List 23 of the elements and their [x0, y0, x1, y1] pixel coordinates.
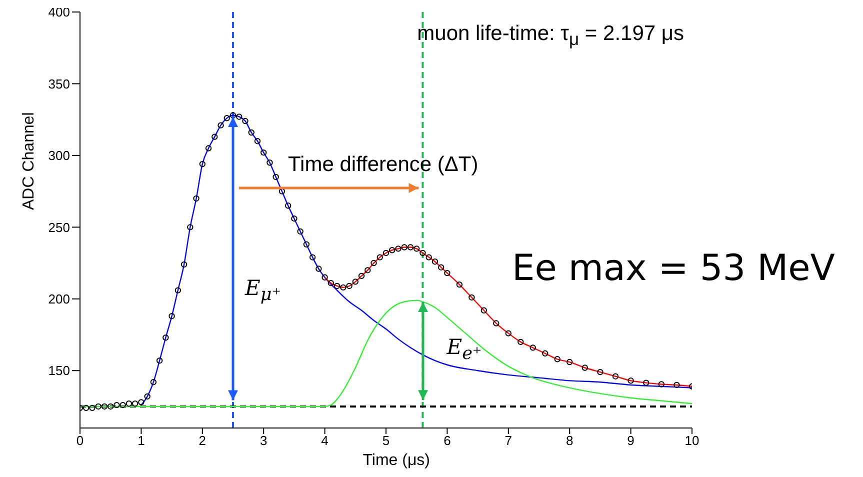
- x-tick-label: 4: [321, 433, 328, 448]
- y-tick-label: 150: [48, 363, 70, 378]
- y-tick-label: 300: [48, 148, 70, 164]
- annotation: Ee max = 53 MeV: [512, 248, 835, 289]
- x-tick-label: 6: [444, 433, 451, 448]
- x-tick-label: 5: [382, 433, 390, 448]
- x-tick-label: 2: [198, 433, 206, 448]
- y-tick-label: 200: [48, 292, 70, 307]
- x-tick-label: 7: [504, 433, 512, 448]
- y-axis-title: ADC Channel: [20, 112, 38, 210]
- x-axis-title: Time (μs): [362, 452, 430, 469]
- annotation: E$_{μ⁺}$: [245, 276, 281, 306]
- annotation: E$_{e⁺}$: [446, 334, 482, 364]
- x-tick-label: 9: [627, 433, 634, 448]
- x-tick-label: 1: [138, 433, 145, 448]
- x-tick-label: 0: [76, 433, 84, 448]
- y-tick-label: 250: [48, 220, 70, 235]
- x-tick-label: 10: [684, 433, 700, 448]
- y-tick-label: 350: [48, 76, 70, 92]
- annotation: Time difference (ΔT): [288, 153, 478, 178]
- x-tick-label: 3: [260, 433, 268, 448]
- x-tick-label: 8: [566, 433, 574, 448]
- annotation: muon life-time: τ$_{μ}$ = 2.197 μs: [417, 22, 684, 50]
